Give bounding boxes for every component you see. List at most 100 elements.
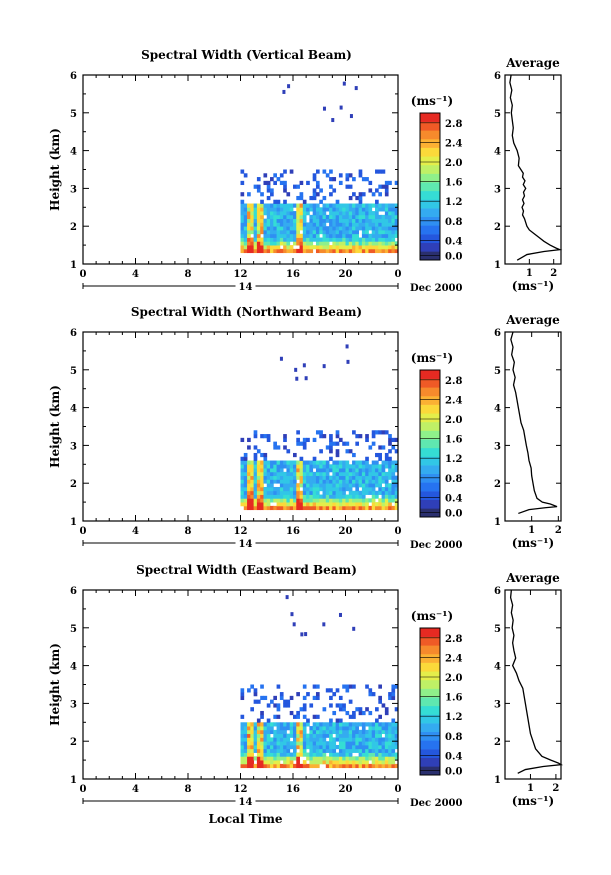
heatmap-cell: [329, 737, 333, 742]
heatmap-cell: [345, 449, 350, 454]
heatmap-cell: [361, 207, 366, 212]
heatmap-cell: [283, 226, 287, 231]
colorbar-tick-label: 2.8: [445, 634, 462, 645]
heatmap-cell: [335, 218, 340, 223]
colorbar-swatch: [420, 491, 440, 501]
heatmap-cell: [283, 218, 287, 223]
heatmap-cell: [361, 233, 366, 238]
heatmap-cell: [240, 729, 245, 735]
heatmap-cell: [240, 214, 245, 220]
colorbar-swatch: [420, 156, 440, 166]
heatmap-cell: [309, 226, 314, 231]
heatmap-cell: [276, 479, 281, 484]
heatmap-cell: [286, 502, 291, 507]
heatmap-cell: [312, 237, 317, 242]
heatmap-cell: [260, 434, 264, 439]
heatmap-cell: [253, 471, 258, 477]
heatmap-cell: [368, 207, 373, 212]
heatmap-cell: [276, 233, 281, 238]
heatmap-cell: [247, 222, 251, 227]
heatmap-cell: [394, 248, 399, 254]
heatmap-cell: [256, 241, 261, 246]
heatmap-cell: [342, 763, 346, 769]
heatmap-cell: [293, 490, 297, 495]
heatmap-cell: [394, 729, 399, 735]
heatmap-cell: [371, 756, 376, 761]
heatmap-cell: [243, 733, 248, 738]
heatmap-cell: [358, 498, 363, 503]
heatmap-cell: [293, 229, 297, 235]
heatmap-cell: [375, 452, 379, 458]
heatmap-cell: [266, 726, 271, 731]
heatmap-cell: [289, 695, 294, 701]
heatmap-cell: [263, 203, 268, 208]
heatmap-cell: [352, 241, 356, 246]
heatmap-cell: [253, 207, 258, 212]
heatmap-cell: [276, 248, 281, 254]
heatmap-cell: [279, 498, 284, 503]
profile-y-tick-label: 3: [494, 441, 501, 452]
date-label: 14: [239, 282, 253, 293]
heatmap-cell: [329, 703, 333, 708]
heatmap-cell: [293, 729, 297, 735]
heatmap-cell: [243, 237, 248, 242]
colorbar-swatch: [420, 208, 440, 218]
heatmap-cell: [302, 733, 307, 738]
heatmap-cell: [361, 498, 366, 503]
heatmap-cell: [335, 763, 340, 769]
heatmap-cell: [293, 237, 297, 242]
heatmap-cell: [289, 726, 294, 731]
heatmap-cell: [283, 222, 287, 227]
heatmap-cell: [368, 233, 373, 238]
heatmap-cell: [273, 226, 277, 231]
heatmap-cell: [240, 226, 245, 231]
profile-line: [509, 589, 564, 774]
heatmap-cell: [250, 479, 255, 484]
heatmap-cell: [309, 471, 314, 477]
heatmap-cell: [361, 226, 366, 231]
heatmap-cell: [273, 207, 277, 212]
heatmap-cell: [276, 486, 281, 492]
heatmap-cell: [312, 498, 317, 503]
heatmap-cell: [371, 502, 376, 507]
heatmap-cell: [361, 490, 366, 495]
heatmap-cell: [256, 498, 261, 503]
heatmap-cell: [270, 229, 274, 235]
heatmap-cell: [388, 449, 392, 454]
heatmap-cell: [375, 248, 379, 254]
heatmap-cell: [381, 490, 386, 495]
heatmap-cell: [381, 207, 386, 212]
heatmap-cell: [283, 703, 287, 708]
profile-y-tick-label: 6: [494, 71, 501, 82]
heatmap-cell: [296, 490, 300, 495]
heatmap-cell: [352, 494, 356, 499]
heatmap-cell: [375, 218, 379, 223]
heatmap-cell: [283, 464, 287, 469]
heatmap-cell: [243, 248, 248, 254]
heatmap-cell: [335, 245, 340, 250]
heatmap-cell: [276, 741, 281, 746]
heatmap-cell: [253, 486, 258, 492]
heatmap-cell: [322, 707, 327, 712]
heatmap-cell: [371, 733, 376, 738]
heatmap-cell: [266, 211, 271, 216]
heatmap-cell: [306, 233, 310, 238]
heatmap-cell: [240, 211, 245, 216]
colorbar-swatch: [420, 147, 440, 157]
heatmap-cell: [260, 737, 264, 742]
profile-title: Average: [505, 313, 560, 327]
heatmap-cell: [342, 748, 346, 753]
colorbar-swatch: [420, 378, 440, 388]
heatmap-cell: [394, 707, 399, 712]
heatmap-cell: [388, 498, 392, 503]
heatmap-cell: [345, 211, 350, 216]
heatmap-cell: [250, 460, 255, 465]
heatmap-cell: [358, 169, 363, 174]
heatmap-cell: [243, 722, 248, 727]
heatmap-cell: [371, 483, 376, 488]
heatmap-cell: [286, 703, 291, 708]
heatmap-cell: [378, 744, 382, 750]
heatmap-cell: [279, 763, 284, 769]
heatmap-cell: [325, 233, 330, 238]
heatmap-cell: [384, 760, 389, 765]
